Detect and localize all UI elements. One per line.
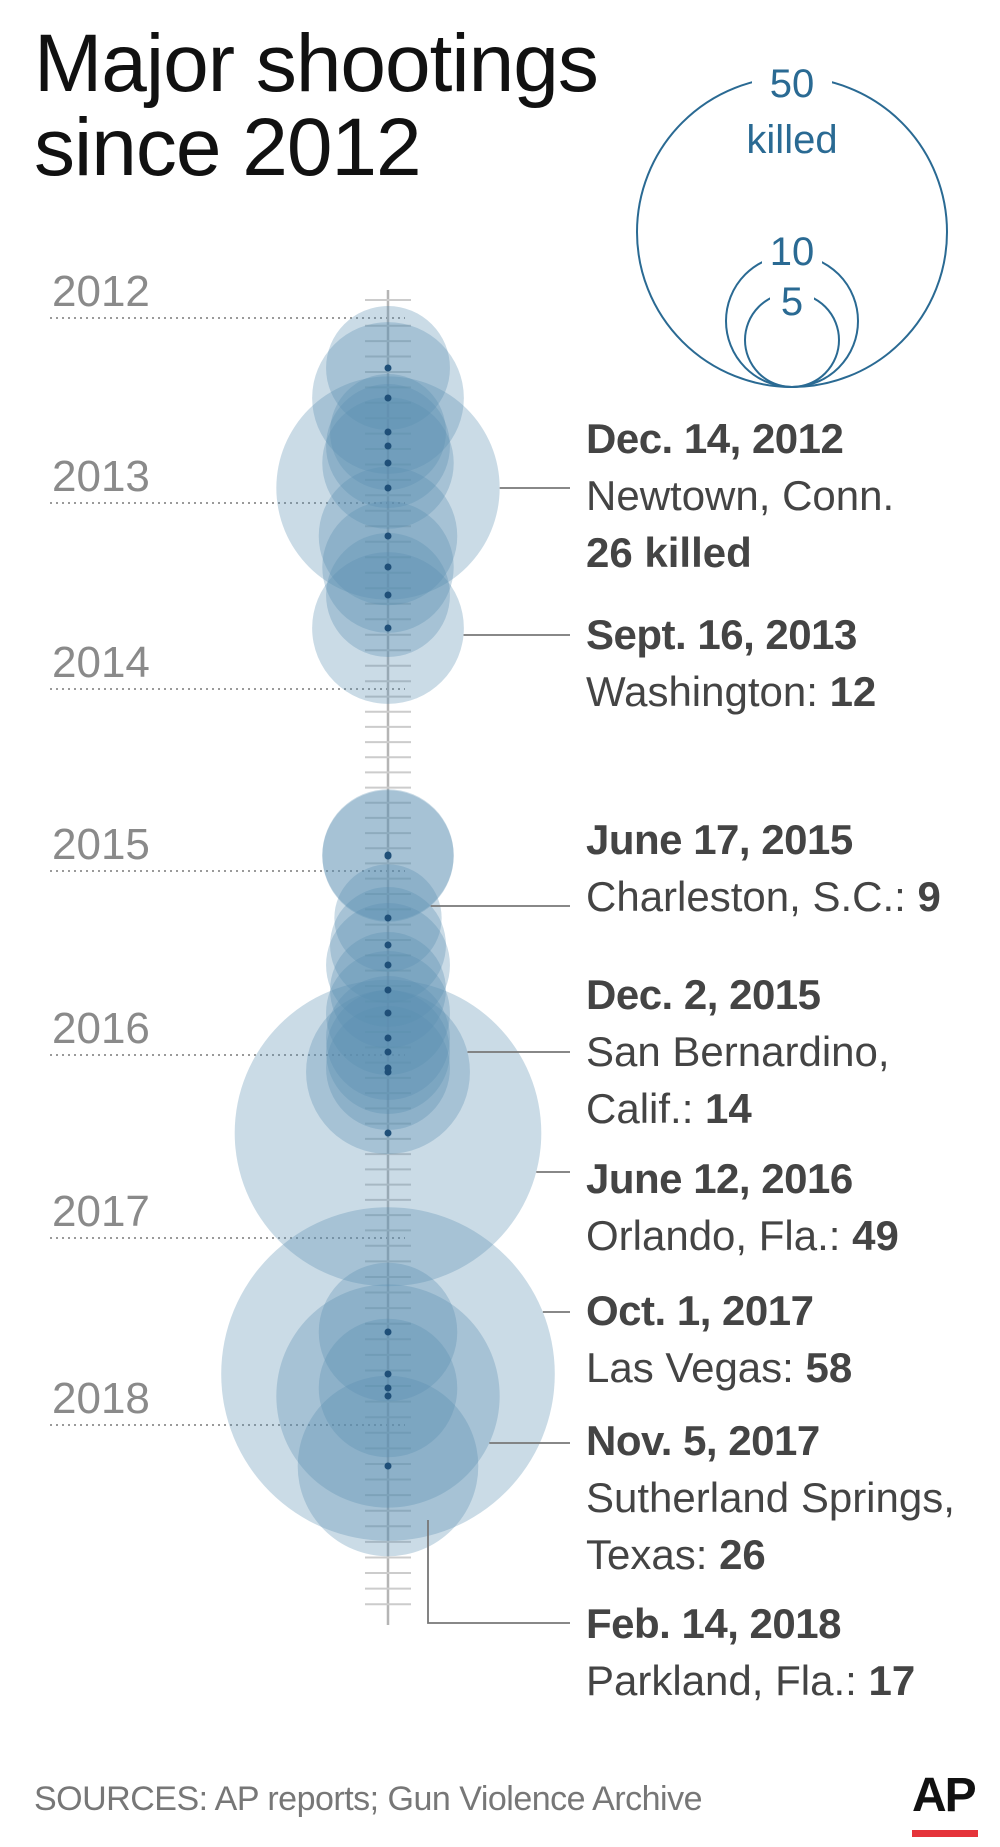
event-dot [384,1034,392,1042]
event-dot [384,914,392,922]
year-label: 2016 [52,1004,150,1053]
event-place: San Bernardino, [586,1028,890,1075]
event-dot [384,1392,392,1400]
event-killed: 49 [852,1212,899,1259]
event-label-sutherland-springs: Nov. 5, 2017 Sutherland Springs, Texas: … [586,1412,955,1583]
event-dot [384,852,392,860]
event-dot [384,428,392,436]
event-label-newtown: Dec. 14, 2012 Newtown, Conn. 26 killed [586,410,894,581]
event-dot [384,1328,392,1336]
event-dot [384,1129,392,1137]
event-place: Newtown, Conn. [586,472,895,519]
year-label: 2012 [52,267,150,316]
event-place: Washington: [586,668,830,715]
legend-killed-label: killed [746,118,837,162]
event-place-cont: Texas: [586,1531,720,1578]
year-label: 2017 [52,1187,150,1236]
title-line-2: since 2012 [34,102,422,193]
event-date: June 17, 2015 [586,816,853,863]
event-dot [384,1009,392,1017]
year-axis: 2012 2013 2014 2015 2016 2017 2018 [50,267,405,1426]
event-killed: 14 [705,1085,752,1132]
event-dot [384,1384,392,1392]
event-label-charleston: June 17, 2015 Charleston, S.C.: 9 [586,811,941,925]
event-dot [384,961,392,969]
event-date: Dec. 14, 2012 [586,415,844,462]
event-killed: 26 [719,1531,766,1578]
event-label-washington: Sept. 16, 2013 Washington: 12 [586,606,876,720]
legend-5-label: 5 [781,280,803,324]
event-date: Sept. 16, 2013 [586,611,857,658]
event-dot [384,442,392,450]
leader-lines [427,487,570,1624]
size-legend: 50 killed 10 5 [636,62,948,388]
event-place: Las Vegas: [586,1344,806,1391]
event-dot [384,364,392,372]
year-label: 2015 [52,820,150,869]
event-dot [384,591,392,599]
event-label-orlando: June 12, 2016 Orlando, Fla.: 49 [586,1150,899,1264]
event-date: Feb. 14, 2018 [586,1600,842,1647]
event-date: June 12, 2016 [586,1155,853,1202]
event-dot [384,459,392,467]
event-date: Nov. 5, 2017 [586,1417,820,1464]
event-date: Dec. 2, 2015 [586,971,821,1018]
event-place: Charleston, S.C.: [586,873,918,920]
event-dot [384,986,392,994]
event-date: Oct. 1, 2017 [586,1287,814,1334]
event-killed: 9 [917,873,941,920]
event-dot [384,532,392,540]
event-killed: 17 [868,1657,916,1704]
event-dot [384,394,392,402]
event-dot [384,1462,392,1470]
event-dot [384,1064,392,1072]
event-dot [384,1370,392,1378]
chart-title: Major shootings since 2012 [34,18,599,193]
year-label: 2018 [52,1374,150,1423]
title-line-1: Major shootings [34,18,599,109]
event-killed: 58 [805,1344,853,1391]
year-label: 2014 [52,638,150,687]
event-dot [384,941,392,949]
event-dots [384,364,392,1470]
legend-10-label: 10 [770,230,815,274]
ap-logo: AP [912,1769,977,1822]
event-killed: 26 killed [586,529,752,576]
year-label: 2013 [52,452,150,501]
bubbles [221,306,555,1557]
event-killed: 12 [829,668,877,715]
event-label-parkland: Feb. 14, 2018 Parkland, Fla.: 17 [586,1595,915,1709]
event-place: Parkland, Fla.: [586,1657,869,1704]
timeline-ticks [365,290,411,1625]
event-label-las-vegas: Oct. 1, 2017 Las Vegas: 58 [586,1282,852,1396]
event-place-cont: Calif.: [586,1085,706,1132]
event-label-san-bernardino: Dec. 2, 2015 San Bernardino, Calif.: 14 [586,966,890,1137]
event-dot [384,484,392,492]
event-place: Orlando, Fla.: [586,1212,853,1259]
legend-50-label: 50 [770,62,815,106]
event-dot [384,624,392,632]
event-place: Sutherland Springs, [586,1474,955,1521]
event-dot [384,563,392,571]
event-dot [384,1048,392,1056]
ap-logo-bar [912,1830,978,1837]
leader-line [427,1520,570,1624]
source-credit: SOURCES: AP reports; Gun Violence Archiv… [34,1780,703,1818]
